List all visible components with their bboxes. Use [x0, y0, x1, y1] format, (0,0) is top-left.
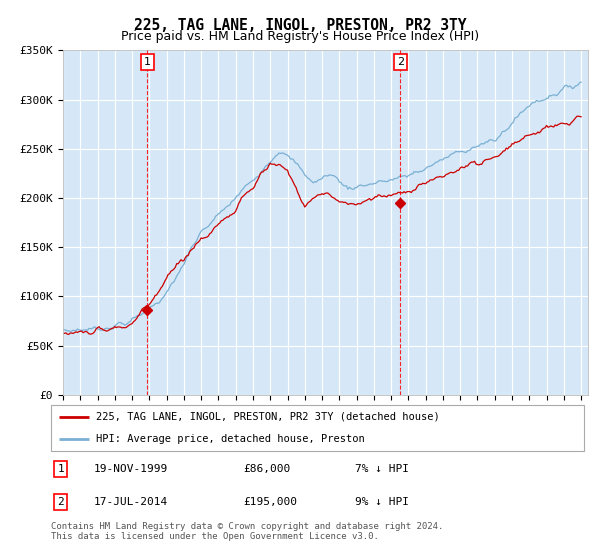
Text: Price paid vs. HM Land Registry's House Price Index (HPI): Price paid vs. HM Land Registry's House …: [121, 30, 479, 43]
Text: Contains HM Land Registry data © Crown copyright and database right 2024.
This d: Contains HM Land Registry data © Crown c…: [51, 522, 443, 542]
FancyBboxPatch shape: [51, 405, 584, 451]
Text: HPI: Average price, detached house, Preston: HPI: Average price, detached house, Pres…: [96, 434, 365, 444]
Text: 1: 1: [57, 464, 64, 474]
Text: 1: 1: [144, 57, 151, 67]
Text: 225, TAG LANE, INGOL, PRESTON, PR2 3TY: 225, TAG LANE, INGOL, PRESTON, PR2 3TY: [134, 18, 466, 33]
Text: 225, TAG LANE, INGOL, PRESTON, PR2 3TY (detached house): 225, TAG LANE, INGOL, PRESTON, PR2 3TY (…: [96, 412, 440, 422]
Text: 7% ↓ HPI: 7% ↓ HPI: [355, 464, 409, 474]
Text: 2: 2: [57, 497, 64, 507]
Text: 2: 2: [397, 57, 404, 67]
Text: 9% ↓ HPI: 9% ↓ HPI: [355, 497, 409, 507]
Text: £86,000: £86,000: [243, 464, 290, 474]
Text: 17-JUL-2014: 17-JUL-2014: [94, 497, 168, 507]
Text: £195,000: £195,000: [243, 497, 297, 507]
Text: 19-NOV-1999: 19-NOV-1999: [94, 464, 168, 474]
